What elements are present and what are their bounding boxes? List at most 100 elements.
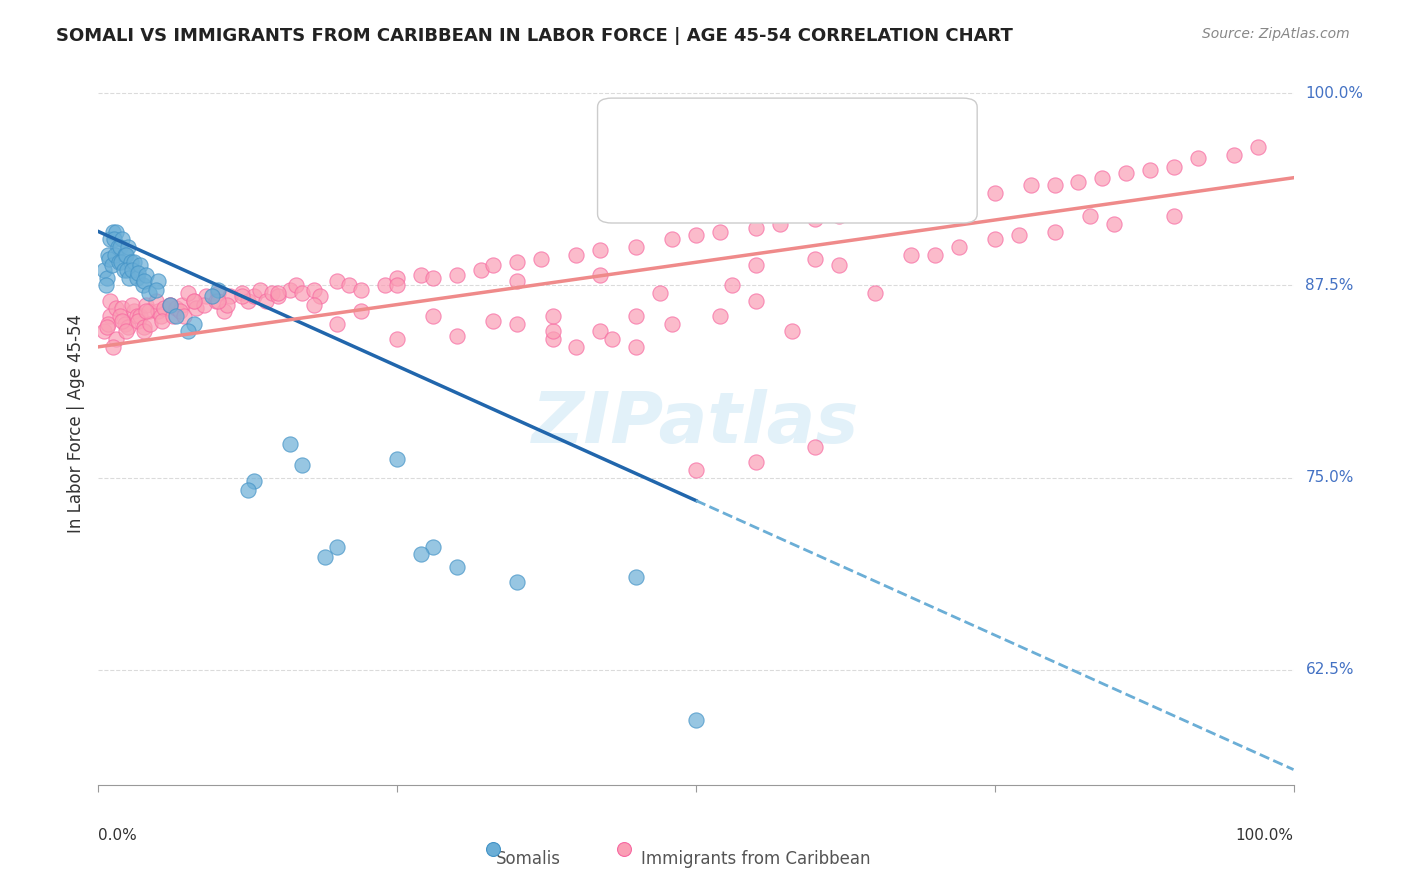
- Point: [169, 304, 191, 318]
- Point: [315, 550, 337, 565]
- Point: [278, 283, 301, 297]
- Point: [984, 186, 1007, 200]
- Point: [173, 309, 195, 323]
- Point: [1091, 170, 1114, 185]
- Point: [115, 325, 138, 339]
- Text: 100.0%: 100.0%: [1236, 829, 1294, 843]
- Point: [120, 255, 142, 269]
- Point: [145, 283, 167, 297]
- Point: [193, 298, 215, 312]
- Point: [117, 240, 139, 254]
- Point: [685, 463, 707, 477]
- Point: [780, 325, 803, 339]
- Point: [1104, 217, 1126, 231]
- Point: [145, 293, 167, 308]
- Point: [385, 270, 409, 285]
- Point: [98, 252, 121, 267]
- Point: [900, 247, 922, 261]
- Point: [243, 474, 266, 488]
- Point: [98, 309, 122, 323]
- Point: [153, 301, 176, 316]
- Point: [165, 301, 187, 316]
- Point: [804, 212, 827, 227]
- Point: [121, 263, 143, 277]
- Point: [101, 225, 124, 239]
- Point: [385, 332, 409, 346]
- Point: [207, 286, 229, 301]
- Point: [267, 286, 290, 301]
- Point: [132, 325, 155, 339]
- Point: [183, 317, 205, 331]
- Point: [984, 232, 1007, 246]
- Point: [709, 309, 731, 323]
- Point: [422, 270, 444, 285]
- Text: ZIPatlas: ZIPatlas: [533, 389, 859, 458]
- Point: [98, 232, 122, 246]
- Point: [249, 283, 271, 297]
- Text: 62.5%: 62.5%: [1306, 662, 1354, 677]
- Point: [865, 202, 887, 216]
- Point: [1163, 209, 1185, 223]
- Point: [350, 283, 373, 297]
- Point: [260, 286, 283, 301]
- Point: [219, 289, 242, 303]
- Text: 87.5%: 87.5%: [1306, 277, 1354, 293]
- Point: [148, 304, 170, 318]
- Point: [541, 332, 564, 346]
- Point: [1067, 175, 1090, 189]
- Point: [1043, 178, 1066, 193]
- Point: [541, 309, 564, 323]
- Point: [326, 540, 349, 554]
- Point: [96, 319, 118, 334]
- Point: [177, 325, 200, 339]
- Point: [828, 258, 851, 272]
- Point: [117, 319, 139, 334]
- Point: [114, 317, 136, 331]
- Point: [125, 270, 148, 285]
- Point: [121, 298, 143, 312]
- Point: [105, 225, 128, 239]
- Point: [138, 286, 160, 301]
- Point: [183, 293, 205, 308]
- Point: [97, 317, 120, 331]
- Point: [1008, 227, 1031, 242]
- Point: [804, 252, 827, 267]
- Point: [602, 332, 624, 346]
- Point: [108, 309, 131, 323]
- Point: [105, 332, 128, 346]
- Point: [291, 286, 314, 301]
- Point: [243, 289, 266, 303]
- Point: [201, 289, 224, 303]
- Point: [626, 240, 648, 254]
- Point: [626, 340, 648, 354]
- Point: [506, 317, 529, 331]
- Point: [1080, 209, 1102, 223]
- Point: [131, 278, 153, 293]
- Text: 100.0%: 100.0%: [1306, 86, 1364, 101]
- Point: [127, 266, 149, 280]
- Point: [98, 293, 122, 308]
- Text: 0.0%: 0.0%: [98, 829, 138, 843]
- Point: [1187, 151, 1209, 165]
- Point: [422, 540, 444, 554]
- Point: [481, 258, 505, 272]
- Point: [648, 286, 672, 301]
- Point: [541, 325, 564, 339]
- Point: [139, 317, 162, 331]
- Text: R = -0.314   N =  54: R = -0.314 N = 54: [665, 120, 883, 138]
- Text: R =  0.556   N = 147: R = 0.556 N = 147: [665, 158, 883, 176]
- Point: [159, 298, 181, 312]
- Point: [278, 436, 301, 450]
- Point: [204, 293, 226, 308]
- Point: [93, 325, 115, 339]
- Point: [162, 309, 184, 323]
- Point: [267, 289, 290, 303]
- Point: [326, 274, 349, 288]
- Point: [565, 247, 588, 261]
- Point: [446, 329, 468, 343]
- Point: [96, 270, 118, 285]
- Text: Source: ZipAtlas.com: Source: ZipAtlas.com: [1202, 27, 1350, 41]
- Point: [177, 286, 200, 301]
- Point: [589, 268, 612, 282]
- Point: [804, 440, 827, 454]
